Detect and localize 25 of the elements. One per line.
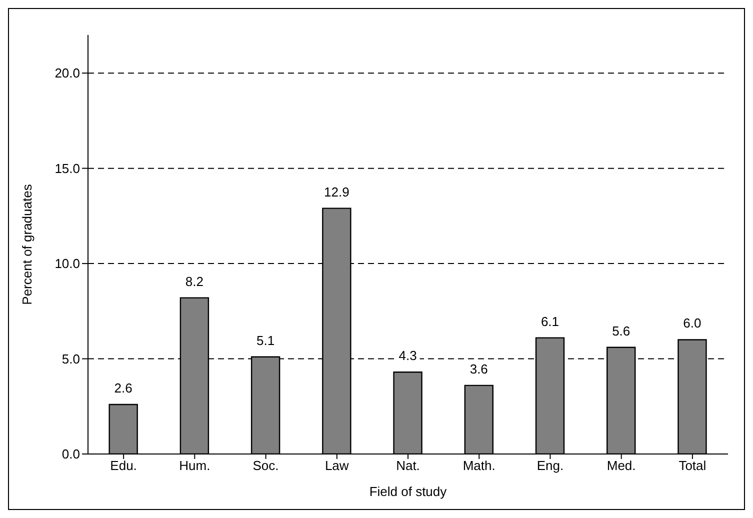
data-label: 6.1 — [540, 314, 560, 329]
x-tick-label: Total — [678, 458, 706, 474]
y-tick-label: 15.0 — [54, 160, 80, 176]
y-tick-label: 20.0 — [54, 66, 80, 81]
y-tick-label: 0.0 — [62, 446, 80, 462]
y-tick-label: 5.0 — [62, 351, 80, 366]
x-tick-label: Nat. — [396, 458, 420, 474]
x-axis-title: Field of study — [369, 484, 448, 499]
x-tick-label: Hum. — [179, 458, 210, 474]
data-label: 12.9 — [324, 184, 350, 200]
y-tick-label: 10.0 — [54, 256, 80, 272]
data-label: 5.1 — [256, 332, 275, 348]
x-tick-label: Edu. — [110, 458, 137, 474]
data-label: 5.6 — [612, 323, 630, 338]
x-tick-label: Law — [324, 458, 350, 474]
x-tick-label: Math. — [462, 458, 496, 474]
x-tick-label: Soc. — [252, 458, 279, 474]
x-tick-label: Med. — [606, 458, 636, 474]
y-axis-title: Percent of graduates — [20, 184, 35, 305]
x-tick-label: Eng. — [536, 458, 564, 474]
data-label: 3.6 — [470, 361, 488, 376]
data-label: 8.2 — [185, 274, 204, 289]
data-label: 6.0 — [683, 316, 702, 331]
data-label: 2.6 — [114, 380, 132, 396]
data-label: 4.3 — [398, 348, 417, 364]
